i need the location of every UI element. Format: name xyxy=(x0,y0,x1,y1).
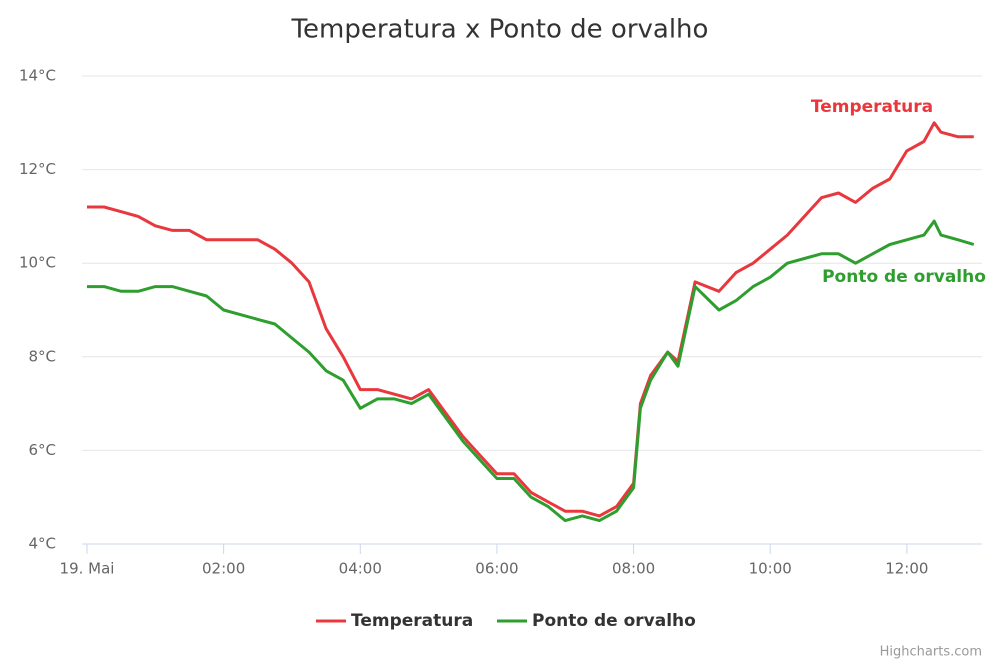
x-tick-label: 02:00 xyxy=(202,560,245,578)
x-tick-label: 06:00 xyxy=(475,560,518,578)
x-tick-label: 12:00 xyxy=(885,560,928,578)
chart-title: Temperatura x Ponto de orvalho xyxy=(291,15,709,45)
y-tick-label: 8°C xyxy=(28,347,56,365)
legend-label[interactable]: Temperatura xyxy=(351,611,473,631)
series-label: Temperatura xyxy=(811,97,933,117)
credits[interactable]: Highcharts.com xyxy=(880,645,982,660)
y-tick-label: 10°C xyxy=(19,254,56,272)
x-tick-label: 10:00 xyxy=(749,560,792,578)
series-label: Ponto de orvalho xyxy=(822,267,986,287)
x-tick-label: 19. Mai xyxy=(60,560,115,578)
y-tick-label: 4°C xyxy=(28,535,56,553)
legend-label[interactable]: Ponto de orvalho xyxy=(532,611,696,631)
y-tick-label: 12°C xyxy=(19,160,56,178)
y-tick-label: 6°C xyxy=(28,441,56,459)
x-tick-label: 08:00 xyxy=(612,560,655,578)
x-tick-label: 04:00 xyxy=(339,560,382,578)
y-tick-label: 14°C xyxy=(19,67,56,85)
series-line xyxy=(87,219,975,523)
series-line xyxy=(87,121,974,518)
